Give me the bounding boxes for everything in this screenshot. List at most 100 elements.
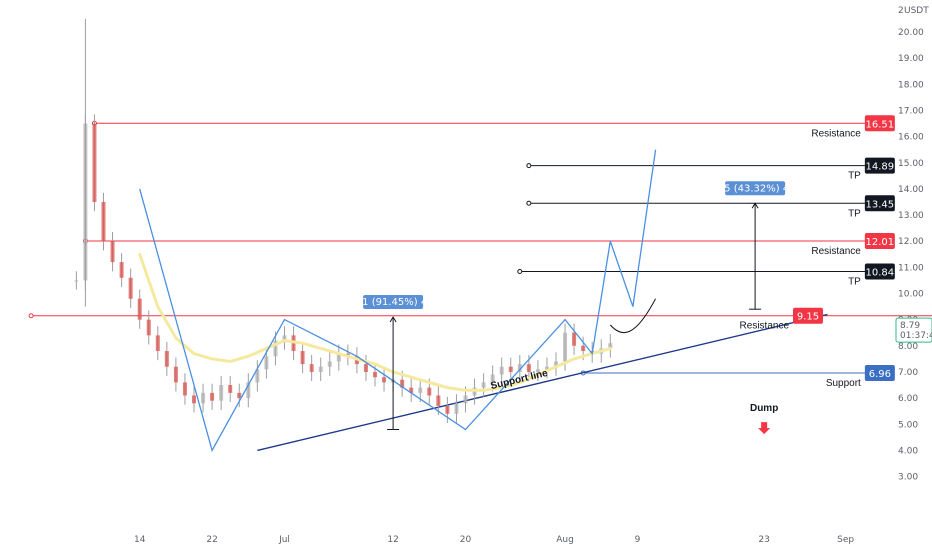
candle-body [336, 353, 341, 362]
price-tick: 5.00 [898, 420, 918, 430]
tp-anchor [526, 200, 532, 206]
price-tick: 17.00 [898, 106, 924, 116]
projection-path [139, 149, 657, 453]
candle-body [427, 387, 432, 396]
candle-body [273, 340, 278, 357]
candle-body [201, 392, 206, 404]
candle-body [499, 366, 504, 375]
resistance-text: Resistance [740, 321, 790, 332]
projection-curve [609, 298, 656, 334]
candle-body [318, 366, 323, 372]
candle-body [382, 377, 387, 383]
candle-body [246, 382, 251, 399]
tp-price-label: 14.89 [866, 162, 895, 173]
tp-anchor [526, 163, 532, 169]
measure-label: 4.31 (91.45%) 431 [346, 297, 440, 308]
candle-body [490, 374, 495, 383]
candle-body [300, 351, 305, 365]
tp-text: TP [848, 171, 861, 182]
candle-body [92, 123, 97, 202]
tp-price-label: 13.45 [866, 199, 895, 210]
candle-body [146, 319, 151, 336]
candles-layer [74, 18, 613, 423]
current-price-tag [895, 317, 932, 343]
candle-body [264, 356, 269, 370]
price-tick: 16.00 [898, 133, 924, 143]
price-tick: 4.00 [898, 446, 918, 456]
time-tick: 22 [206, 535, 217, 545]
moving-average-line [138, 252, 612, 392]
dump-arrow-icon [758, 422, 771, 435]
candle-body [155, 335, 160, 352]
countdown-timer: 01:37:40 [900, 331, 932, 341]
moving-average-layer [138, 252, 612, 392]
price-tick: 12.00 [898, 237, 924, 247]
candle-body [110, 241, 115, 263]
support-price-tag [864, 364, 895, 381]
resistance-price-label: 9.15 [797, 312, 819, 323]
price-tick: 18.00 [898, 80, 924, 90]
measure-label: 4.05 (43.32%) 405 [708, 183, 802, 194]
price-tick: 6.00 [898, 394, 918, 404]
currency-label: USDT [904, 6, 929, 16]
time-tick: 23 [758, 535, 769, 545]
candle-body [309, 364, 314, 372]
measure-arrow [751, 202, 759, 209]
projection-layer [139, 149, 657, 453]
price-tick: 14.00 [898, 185, 924, 195]
time-tick: 20 [460, 535, 472, 545]
candle-body [327, 361, 332, 367]
candle-body [409, 387, 414, 393]
tp-price-tag [864, 157, 895, 174]
candle-body [400, 379, 405, 388]
labels-layer: 16.51 Resistance 12.01 Resistance 9.15 Resist… [346, 115, 895, 435]
price-tick: 20.00 [898, 28, 924, 38]
candle-body [544, 366, 549, 370]
measure-arrow [389, 316, 397, 323]
candle-body [572, 332, 577, 346]
time-tick: 12 [387, 535, 398, 545]
price-tick: 19.00 [898, 54, 924, 64]
time-tick: Sep [837, 535, 854, 545]
candle-body [219, 385, 224, 401]
candle-body [173, 366, 178, 383]
current-price-label: 8.79 [900, 321, 920, 331]
resistance-price-tag [793, 307, 823, 324]
tp-anchor [517, 269, 523, 275]
candle-body [182, 382, 187, 396]
tp-price-tag [864, 263, 895, 280]
measure-box [363, 295, 424, 310]
candle-body [535, 369, 540, 372]
resistance-price-label: 16.51 [866, 119, 895, 130]
candle-body [563, 332, 568, 362]
support-text: Support [826, 378, 861, 389]
candle-body [454, 403, 459, 414]
time-axis: 1422Jul1220Aug923Sep1321Oct [134, 535, 854, 545]
candle-body [128, 277, 133, 299]
candle-body [119, 262, 124, 278]
candle-body [228, 385, 233, 393]
drawing-layer [28, 120, 932, 452]
tp-price-tag [864, 195, 895, 212]
price-tick: 11.00 [898, 263, 924, 273]
candle-body [101, 201, 106, 242]
candle-body [581, 345, 586, 352]
candle-body [237, 392, 242, 399]
price-tick: 2 [898, 6, 904, 16]
candle-body [554, 361, 558, 367]
candle-body [282, 335, 287, 341]
time-tick: 9 [635, 535, 641, 545]
time-tick: 14 [134, 535, 146, 545]
candle-body [192, 395, 196, 404]
candle-body [210, 392, 215, 401]
tp-price-label: 10.84 [866, 268, 895, 279]
tp-text: TP [848, 277, 861, 288]
candle-body [418, 387, 423, 393]
resistance-text: Resistance [811, 128, 861, 139]
tp-text: TP [848, 208, 861, 219]
candle-body [517, 364, 522, 372]
candle-body [508, 366, 513, 372]
price-axis: 3.004.005.006.007.008.009.0010.0011.0012… [895, 6, 932, 483]
candle-body [463, 395, 468, 404]
